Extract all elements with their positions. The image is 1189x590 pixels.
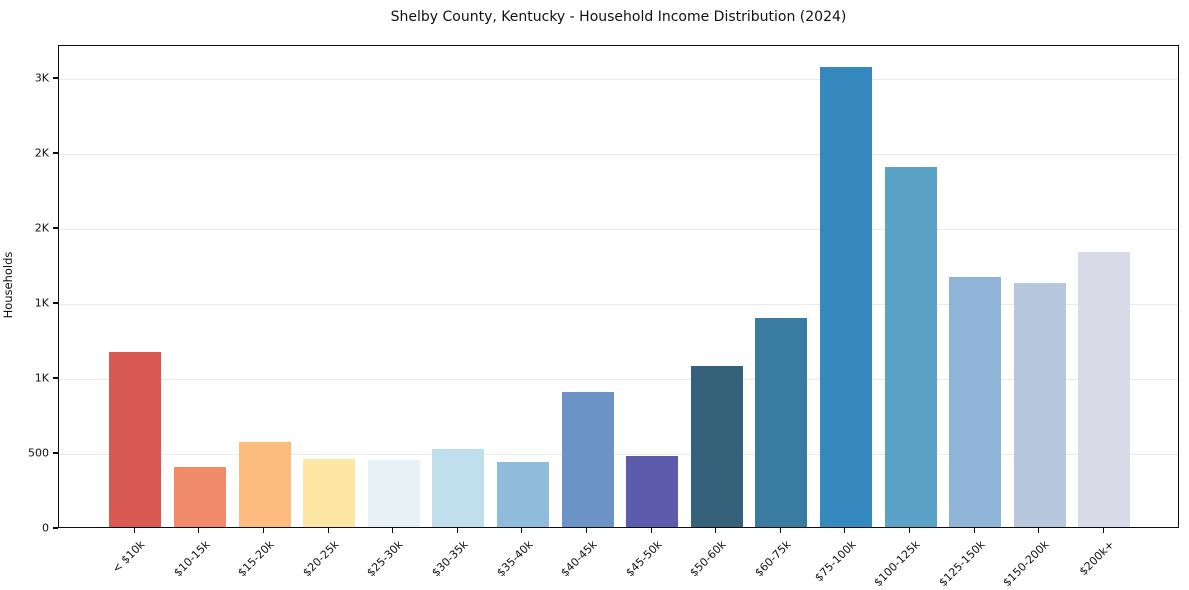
y-tick-mark xyxy=(53,152,58,154)
x-tick-mark xyxy=(262,528,265,533)
y-tick-label: 3K xyxy=(34,71,49,85)
x-tick-mark xyxy=(133,528,135,533)
x-tick-mark xyxy=(715,528,717,533)
y-tick-label: 1K xyxy=(34,296,49,310)
bar-$25-30k xyxy=(367,460,420,527)
gridline-3000 xyxy=(59,79,1178,80)
gridline-2000 xyxy=(59,229,1178,230)
x-tick-mark xyxy=(650,528,652,533)
x-tick-mark xyxy=(521,528,523,533)
y-tick-mark xyxy=(53,227,58,229)
x-tick-mark xyxy=(908,528,911,533)
y-tick-label: 2K xyxy=(34,221,49,235)
bar-$30-35k xyxy=(432,449,485,527)
x-tick-mark xyxy=(844,528,846,533)
x-tick-mark xyxy=(327,528,329,533)
y-tick-mark xyxy=(53,452,58,454)
bar-$35-40k xyxy=(496,461,549,527)
plot-area xyxy=(58,45,1179,528)
bar-$150-200k xyxy=(1013,282,1066,527)
gridline-2500 xyxy=(59,154,1178,155)
bar-$20-25k xyxy=(303,458,356,527)
x-tick-mark xyxy=(585,528,588,533)
y-tick-label: 0 xyxy=(42,521,49,535)
bar-$60-75k xyxy=(755,317,808,527)
x-tick-mark xyxy=(973,528,975,533)
bar-$100-125k xyxy=(884,167,937,527)
bar-$50-60k xyxy=(690,365,743,527)
bar-$40-45k xyxy=(561,392,614,527)
y-tick-mark xyxy=(53,302,58,304)
gridline-1000 xyxy=(59,379,1178,380)
gridline-500 xyxy=(59,454,1178,455)
y-tick-mark xyxy=(53,77,58,79)
gridline-1500 xyxy=(59,304,1178,305)
x-tick-mark xyxy=(1102,528,1104,533)
bar-$200k+ xyxy=(1078,251,1131,527)
x-tick-mark xyxy=(456,528,458,533)
bar-< $10k xyxy=(109,352,162,527)
x-tick-mark xyxy=(779,528,781,533)
y-tick-label: 2K xyxy=(34,146,49,160)
chart-title: Shelby County, Kentucky - Household Inco… xyxy=(390,9,847,25)
y-tick-label: 500 xyxy=(28,446,49,460)
bar-$10-15k xyxy=(173,467,226,527)
y-tick-label: 1K xyxy=(34,371,49,385)
y-tick-mark xyxy=(53,377,58,379)
y-tick-mark xyxy=(53,527,58,529)
bar-$125-150k xyxy=(949,276,1002,527)
x-tick-mark xyxy=(392,528,394,533)
bar-$15-20k xyxy=(238,442,291,527)
x-tick-mark xyxy=(198,528,200,533)
x-tick-mark xyxy=(1038,528,1040,533)
bar-$75-100k xyxy=(819,67,872,527)
bar-$45-50k xyxy=(626,455,679,527)
